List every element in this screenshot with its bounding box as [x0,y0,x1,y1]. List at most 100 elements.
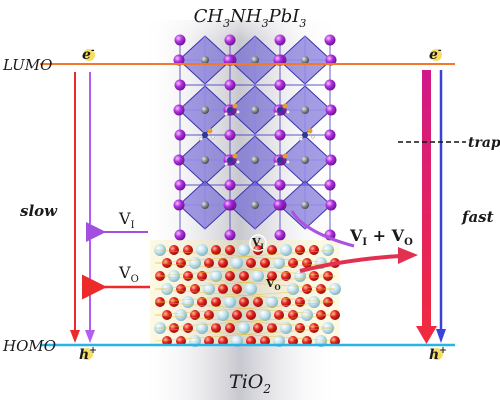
hydrogen-atom [211,135,215,139]
titanium-atom [203,283,215,295]
vo-migration-arrowhead [398,247,418,264]
oxygen-atom [211,323,221,333]
oxygen-atom [302,284,312,294]
titanium-atom [182,296,194,308]
hydrogen-atom [286,110,290,114]
oxygen-atom [239,297,249,307]
iodine-atom [173,199,185,211]
fast-thick-arrowhead [416,326,437,344]
lead-atom [301,201,309,209]
oxygen-atom [239,271,249,281]
tio2-label: TiO2 [229,371,271,396]
titanium-atom [280,244,292,256]
lead-atom [201,201,209,209]
tio2-bond [154,249,336,264]
nitrogen-atom [277,107,283,113]
vi-label: VI [118,209,135,231]
oxygen-atom [183,271,193,281]
oxygen-atom [204,310,214,320]
oxygen-atom [162,310,172,320]
iodine-atom [224,79,236,91]
slow-label: slow [20,202,58,220]
hydrogen-atom [311,135,315,139]
hydrogen-atom [236,110,240,114]
titanium-atom [238,322,250,334]
oxygen-atom [260,258,270,268]
iodine-atom [223,199,235,211]
trap-label: trap [468,135,500,151]
tio2-bond [154,301,336,316]
oxygen-atom [288,336,298,346]
oxygen-atom [204,336,214,346]
nitrogen-atom [277,157,283,163]
vi-site-label: VI [251,236,264,251]
vi-site-ring [249,234,267,252]
titanium-atom [168,270,180,282]
hydrogen-atom [236,160,240,164]
electron-right-dot [430,49,442,61]
oxygen-atom [295,297,305,307]
crystal-structure [140,0,341,400]
carbon-atom [232,153,238,159]
iodine-atom [173,104,185,116]
oxygen-atom [246,336,256,346]
oxygen-atom [323,271,333,281]
iodine-atom [274,79,286,91]
fast-label: fast [461,208,494,226]
oxygen-atom [267,271,277,281]
oxygen-atom [253,297,263,307]
iodine-atom [274,129,286,141]
hole-right-label: h+ [429,346,447,363]
oxygen-atom [281,297,291,307]
oxygen-atom [246,310,256,320]
tio2-bond [154,327,336,342]
vi-migration-arrow [290,210,355,248]
titanium-atom [266,296,278,308]
oxygen-atom [197,271,207,281]
homo-label: HOMO [2,337,56,355]
oxygen-atom [183,323,193,333]
hydrogen-atom [299,137,303,141]
hydrogen-atom [224,112,228,116]
titanium-atom [210,270,222,282]
perovskite-formula: CH3NH3PbI3 [194,6,307,30]
oxygen-atom [169,245,179,255]
oxygen-atom [225,323,235,333]
iodine-atom [325,154,337,166]
electron-right-label: e- [429,46,442,63]
vo-migration-arrow [299,254,401,273]
titanium-atom [154,322,166,334]
tio2-bond [154,262,336,277]
oxygen-atom [155,271,165,281]
iodine-atom [174,129,186,141]
titanium-atom [217,309,229,321]
titanium-atom [196,244,208,256]
lead-atom [201,156,209,164]
combined-vacancy-label: VI + VO [349,226,413,248]
hydrogen-atom [274,162,278,166]
hydrogen-atom [224,162,228,166]
oxygen-atom [281,271,291,281]
carbon-atom [282,103,288,109]
oxygen-atom [316,310,326,320]
lumo-label: LUMO [2,56,52,74]
oxygen-atom [309,245,319,255]
iodine-atom [324,179,336,191]
titanium-atom [196,322,208,334]
iodine-atom [274,229,286,241]
lead-atom [251,156,259,164]
electron-left-label: e- [82,46,95,63]
iodine-atom [174,79,186,91]
iodine-atom [324,129,336,141]
oxygen-atom [176,336,186,346]
titanium-atom [231,257,243,269]
titanium-atom [287,283,299,295]
crystal-top-fade [140,0,340,40]
lead-atom [301,56,309,64]
titanium-atom [322,322,334,334]
nitrogen-atom [202,132,208,138]
titanium-atom [273,257,285,269]
titanium-atom [301,309,313,321]
oxygen-atom [267,245,277,255]
